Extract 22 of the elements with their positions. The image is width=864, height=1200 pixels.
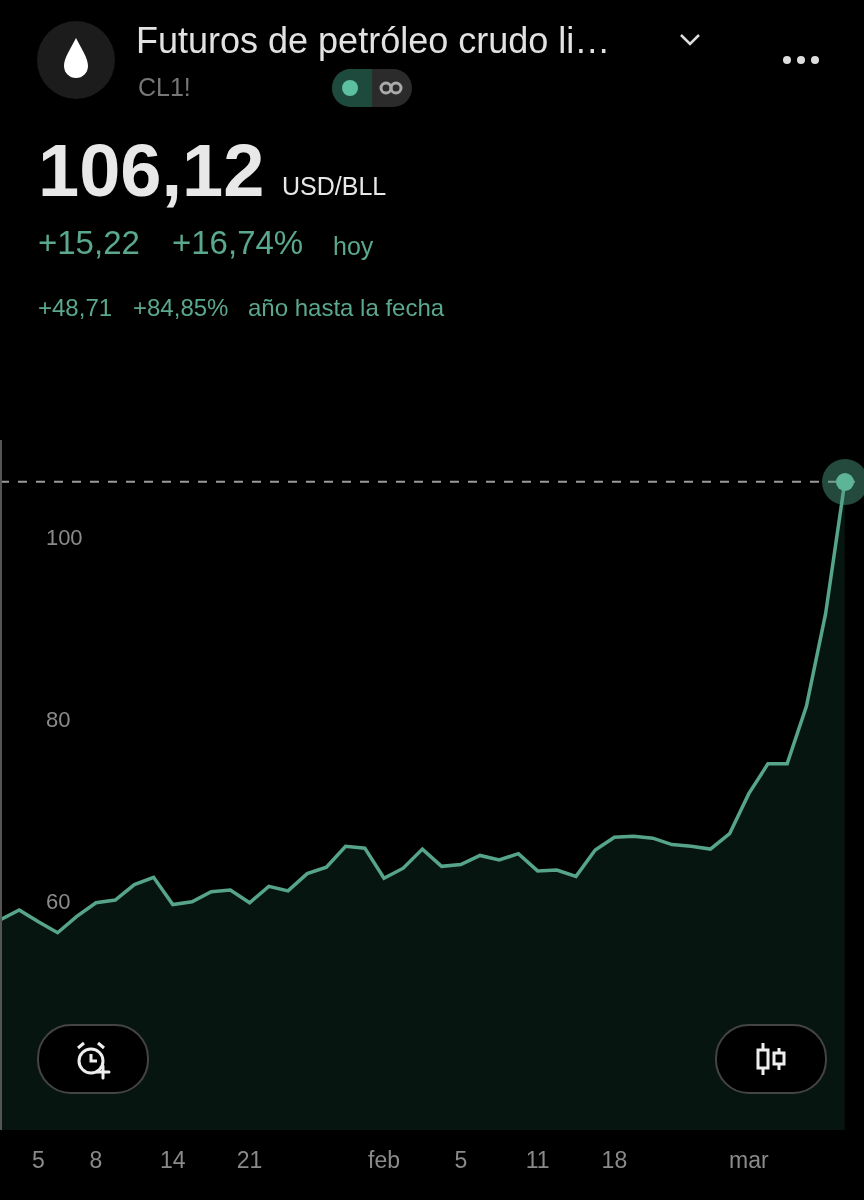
chart-subtitle: CL1! (138, 73, 191, 102)
text: USD/BLL (282, 172, 387, 201)
x-tick-label: 18 (601, 1147, 628, 1173)
text: 106,12 (38, 128, 265, 213)
x-tick-label: 8 (89, 1147, 103, 1173)
text: +48,71 (38, 294, 113, 322)
x-tick-label: feb (368, 1147, 400, 1173)
x-tick-label: 14 (160, 1147, 186, 1173)
x-tick-label: mar (728, 1147, 769, 1173)
text: +16,74% (172, 224, 304, 262)
chart-title: Futuros de petróleo crudo li… (136, 20, 611, 62)
text: +84,85% (133, 294, 229, 322)
y-tick-label: 60 (45, 888, 71, 914)
x-tick-label: 5 (32, 1147, 45, 1173)
x-tick-label: 5 (454, 1147, 468, 1173)
y-tick-label: 100 (45, 524, 83, 550)
x-tick-label: 11 (525, 1147, 550, 1173)
y-tick-label: 80 (45, 706, 71, 732)
x-tick-label: 21 (236, 1147, 263, 1173)
text: +15,22 (38, 224, 140, 262)
text: hoy (333, 232, 374, 261)
text: año hasta la fecha (248, 294, 445, 322)
